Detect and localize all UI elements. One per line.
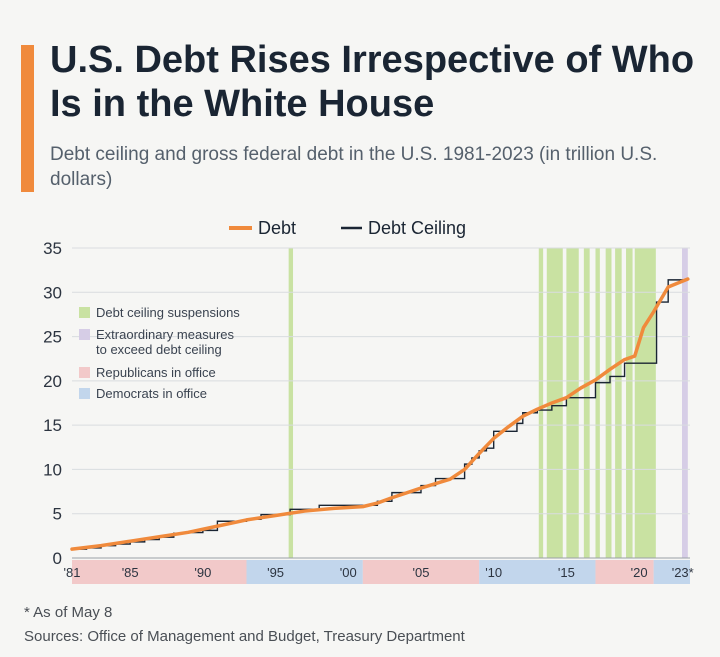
legend-swatch-democrats bbox=[79, 388, 90, 399]
suspension-band bbox=[605, 248, 612, 558]
x-tick-label: '85 bbox=[122, 565, 139, 580]
legend-label-debt-ceiling: Debt Ceiling bbox=[368, 218, 466, 238]
party-period-democrat bbox=[246, 560, 363, 584]
shading-legend: Debt ceiling suspensions Extraordinary me… bbox=[79, 305, 240, 401]
suspension-band bbox=[615, 248, 622, 558]
suspension-band bbox=[634, 248, 656, 558]
debt-chart: 0 5 10 15 20 25 30 35 '81 '85 '90 '95 '00 '05 '10 '15 '2… bbox=[43, 218, 694, 584]
party-period-democrat bbox=[653, 560, 690, 584]
series-legend: Debt Debt Ceiling bbox=[229, 218, 466, 238]
legend-label-republicans: Republicans in office bbox=[96, 365, 216, 380]
x-tick-label: '90 bbox=[194, 565, 211, 580]
y-tick-label: 5 bbox=[53, 505, 62, 524]
legend-label-suspension: Debt ceiling suspensions bbox=[96, 305, 240, 320]
x-tick-label: '15 bbox=[558, 565, 575, 580]
suspension-band bbox=[626, 248, 633, 558]
footnote: * As of May 8 bbox=[24, 604, 113, 621]
y-tick-label: 25 bbox=[43, 328, 62, 347]
legend-label-extraordinary: Extraordinary measures to exceed debt cei… bbox=[96, 327, 234, 357]
x-tick-label: '81 bbox=[64, 565, 81, 580]
y-tick-label: 15 bbox=[43, 416, 62, 435]
y-tick-label: 35 bbox=[43, 239, 62, 258]
series-line-debt-ceiling bbox=[72, 279, 688, 550]
y-tick-label: 20 bbox=[43, 372, 62, 391]
x-tick-label: '95 bbox=[267, 565, 284, 580]
legend-swatch-suspension bbox=[79, 307, 90, 318]
party-period-republican bbox=[72, 560, 247, 584]
party-period-republican bbox=[595, 560, 654, 584]
legend-label-debt: Debt bbox=[258, 218, 296, 238]
x-tick-label: '23* bbox=[672, 565, 694, 580]
extraordinary-band bbox=[682, 248, 688, 558]
series-line-debt bbox=[70, 277, 690, 551]
suspension-band bbox=[566, 248, 579, 558]
y-tick-label: 30 bbox=[43, 283, 62, 302]
suspension-band bbox=[288, 248, 294, 558]
x-tick-label: '20 bbox=[631, 565, 648, 580]
party-period-democrat bbox=[479, 560, 596, 584]
suspension-band bbox=[538, 248, 544, 558]
chart-subtitle: Debt ceiling and gross federal debt in t… bbox=[50, 144, 658, 190]
sources-note: Sources: Office of Management and Budget… bbox=[24, 628, 465, 645]
party-period-republican bbox=[362, 560, 480, 584]
y-tick-label: 10 bbox=[43, 460, 62, 479]
x-tick-label: '00 bbox=[340, 565, 357, 580]
chart-title: U.S. Debt Rises Irrespective of Who Is i… bbox=[50, 39, 695, 125]
legend-swatch-republicans bbox=[79, 367, 90, 378]
suspension-band bbox=[583, 248, 590, 558]
suspension-band bbox=[595, 248, 600, 558]
x-tick-label: '05 bbox=[413, 565, 430, 580]
y-tick-label: 0 bbox=[53, 549, 62, 568]
title-accent-bar bbox=[21, 45, 34, 192]
legend-label-democrats: Democrats in office bbox=[96, 386, 207, 401]
legend-swatch-extraordinary bbox=[79, 329, 90, 340]
x-tick-label: '10 bbox=[485, 565, 502, 580]
